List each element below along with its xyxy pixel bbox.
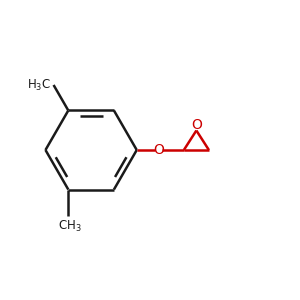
Text: O: O xyxy=(153,143,164,157)
Text: O: O xyxy=(191,118,202,132)
Text: $\mathregular{H_3C}$: $\mathregular{H_3C}$ xyxy=(26,77,51,92)
Text: $\mathregular{CH_3}$: $\mathregular{CH_3}$ xyxy=(58,219,82,234)
